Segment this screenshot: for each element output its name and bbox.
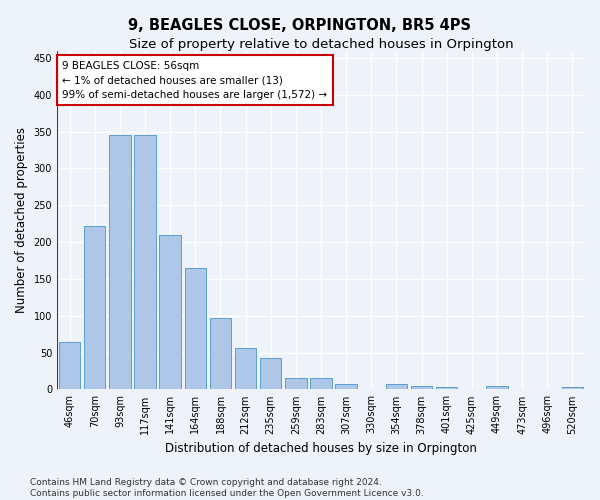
Bar	[310, 378, 332, 390]
Bar	[335, 384, 357, 390]
Bar	[210, 318, 231, 390]
Title: Size of property relative to detached houses in Orpington: Size of property relative to detached ho…	[129, 38, 514, 51]
Bar	[562, 387, 583, 390]
Bar	[185, 268, 206, 390]
Bar	[285, 378, 307, 390]
Text: 9 BEAGLES CLOSE: 56sqm
← 1% of detached houses are smaller (13)
99% of semi-deta: 9 BEAGLES CLOSE: 56sqm ← 1% of detached …	[62, 60, 328, 100]
Text: Contains HM Land Registry data © Crown copyright and database right 2024.
Contai: Contains HM Land Registry data © Crown c…	[30, 478, 424, 498]
Bar	[160, 234, 181, 390]
Bar	[109, 135, 131, 390]
Bar	[84, 226, 106, 390]
Bar	[436, 387, 457, 390]
X-axis label: Distribution of detached houses by size in Orpington: Distribution of detached houses by size …	[165, 442, 477, 455]
Y-axis label: Number of detached properties: Number of detached properties	[15, 127, 28, 313]
Bar	[487, 386, 508, 390]
Bar	[411, 386, 432, 390]
Bar	[59, 342, 80, 390]
Bar	[134, 135, 156, 390]
Bar	[386, 384, 407, 390]
Bar	[260, 358, 281, 390]
Bar	[235, 348, 256, 390]
Text: 9, BEAGLES CLOSE, ORPINGTON, BR5 4PS: 9, BEAGLES CLOSE, ORPINGTON, BR5 4PS	[128, 18, 472, 32]
